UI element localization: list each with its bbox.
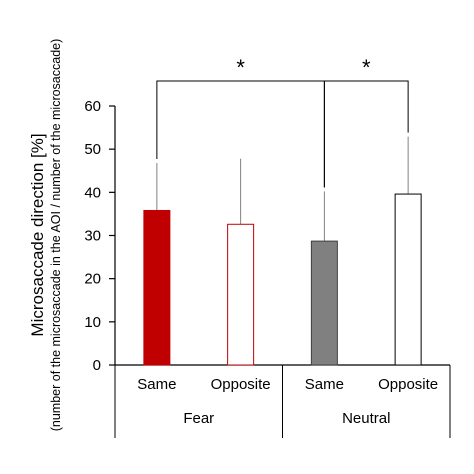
bar (310, 240, 338, 366)
significance-marker: * (236, 55, 245, 80)
category-label: Opposite (211, 376, 271, 393)
category-label: Same (137, 376, 176, 393)
category-labels: Same Opposite Fear Same Opposite Neutral (114, 365, 451, 438)
bar (227, 223, 255, 366)
y-axis-label: Microsaccade direction [%] (28, 133, 47, 336)
bar (394, 193, 422, 366)
category-label: Same (305, 376, 344, 393)
significance-marker: * (362, 55, 371, 80)
group-label: Fear (183, 410, 214, 427)
y-axis-sublabel: (number of the microsaccade in the AOI /… (49, 39, 63, 432)
bars (143, 136, 422, 366)
y-axis-title: Microsaccade direction [%] (number of th… (28, 39, 63, 432)
category-label: Opposite (378, 376, 438, 393)
y-tick-label: 30 (84, 228, 101, 245)
y-tick-label: 10 (84, 314, 101, 331)
axes: 0 10 20 30 40 50 60 (84, 98, 450, 374)
group-label: Neutral (342, 410, 390, 427)
significance-bracket (323, 80, 409, 188)
significance-brackets: * * (156, 55, 409, 188)
y-tick-label: 60 (84, 98, 101, 115)
y-tick-label: 20 (84, 271, 101, 288)
bar (143, 209, 171, 366)
y-tick-label: 50 (84, 141, 101, 158)
y-tick-label: 40 (84, 184, 101, 201)
y-tick-label: 0 (93, 357, 101, 374)
